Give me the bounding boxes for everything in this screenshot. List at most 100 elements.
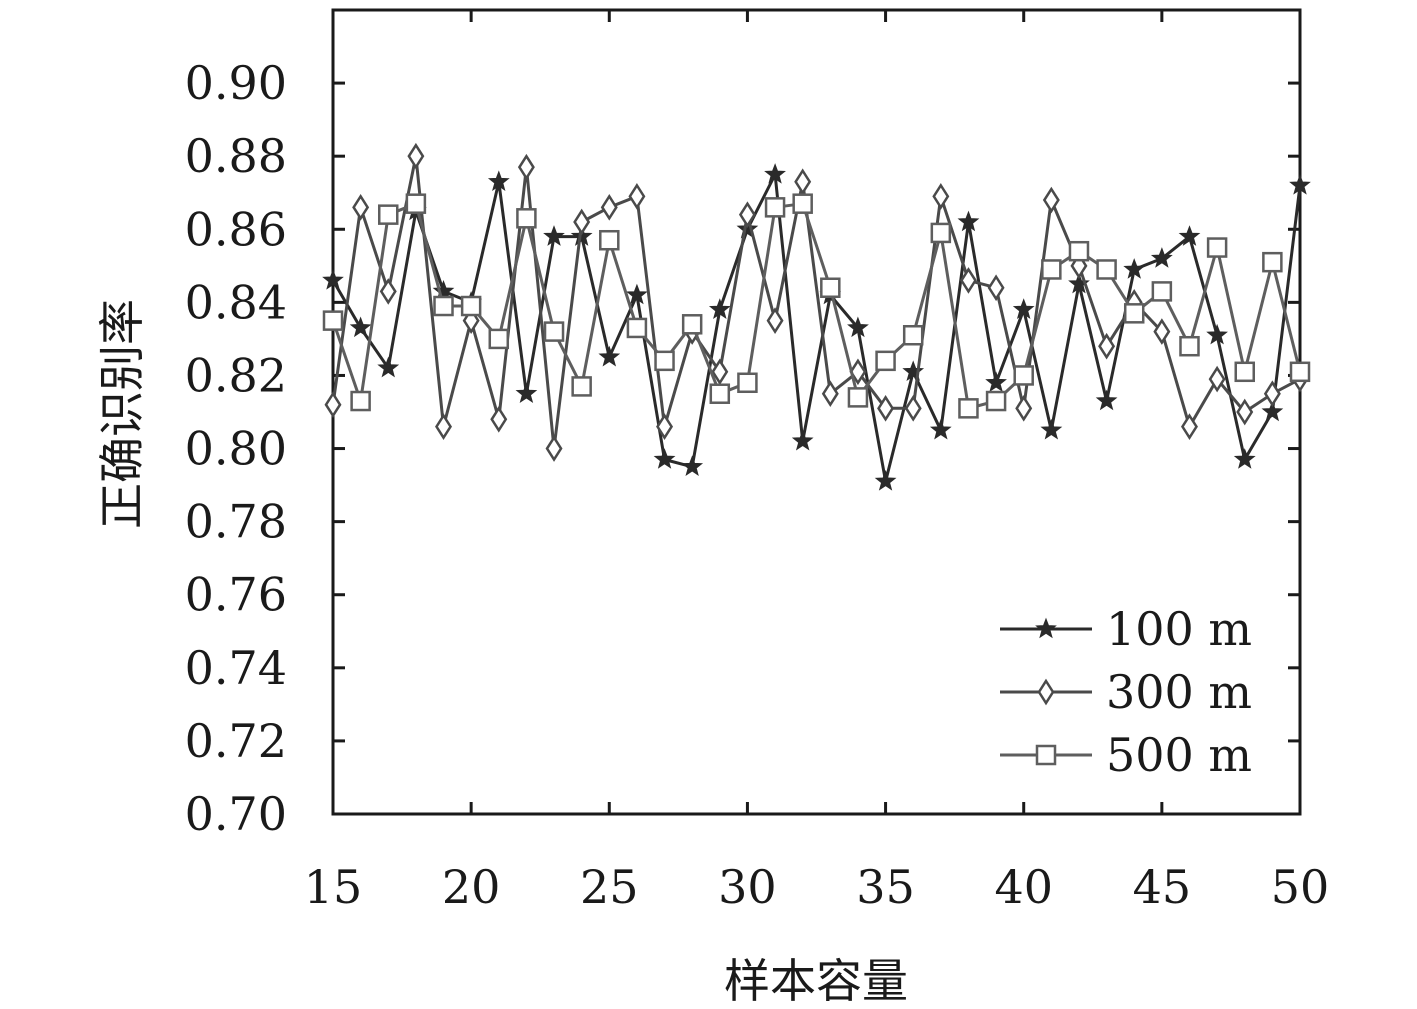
star-marker bbox=[708, 298, 731, 319]
square-marker bbox=[1068, 240, 1090, 262]
y-tick-label: 0.70 bbox=[185, 787, 287, 841]
star-marker bbox=[736, 217, 759, 239]
star-marker bbox=[1095, 389, 1118, 411]
legend-item: 300 m bbox=[1000, 665, 1252, 719]
star-marker bbox=[764, 163, 786, 184]
diamond-marker bbox=[821, 380, 839, 408]
diamond-marker bbox=[435, 413, 452, 440]
y-tick-label: 0.72 bbox=[185, 714, 287, 768]
y-tick-label: 0.82 bbox=[185, 348, 287, 402]
star-marker bbox=[1261, 400, 1284, 422]
series-square bbox=[322, 193, 1311, 419]
star-marker bbox=[1289, 173, 1311, 195]
diamond-marker bbox=[1181, 413, 1198, 440]
diamond-marker bbox=[352, 194, 370, 221]
square-marker bbox=[820, 277, 841, 298]
x-tick-label: 50 bbox=[1271, 860, 1330, 914]
square-marker bbox=[847, 387, 869, 408]
diamond-marker bbox=[1042, 186, 1060, 214]
square-marker bbox=[433, 295, 454, 317]
square-marker bbox=[626, 317, 648, 339]
square-marker bbox=[1262, 251, 1283, 273]
square-marker bbox=[516, 208, 537, 229]
diamond-marker bbox=[959, 267, 977, 294]
star-marker bbox=[487, 170, 510, 192]
star-marker bbox=[874, 469, 897, 491]
star-marker bbox=[349, 316, 372, 338]
y-axis-title: 正确识别率 bbox=[95, 299, 149, 529]
square-marker bbox=[322, 310, 344, 331]
x-tick-label: 45 bbox=[1133, 860, 1192, 914]
square-marker bbox=[1013, 365, 1034, 386]
star-marker bbox=[985, 371, 1007, 393]
star-marker bbox=[681, 455, 704, 477]
square-marker bbox=[1123, 303, 1145, 324]
diamond-marker bbox=[324, 391, 342, 419]
star-marker bbox=[791, 429, 814, 451]
star-marker bbox=[957, 210, 980, 232]
diamond-marker bbox=[545, 435, 563, 462]
star-marker bbox=[653, 448, 676, 469]
square-marker bbox=[543, 321, 565, 342]
diamond-marker bbox=[932, 183, 950, 210]
square-marker bbox=[1041, 259, 1062, 280]
square-marker bbox=[930, 222, 952, 244]
axis-ticks bbox=[331, 10, 1302, 816]
y-tick-label: 0.90 bbox=[185, 56, 287, 110]
x-tick-label: 20 bbox=[442, 860, 501, 914]
star-marker bbox=[902, 360, 925, 382]
star-marker bbox=[847, 316, 869, 338]
tick-labels: 0.70 0.72 0.74 0.76 0.78 0.80 0.82 0.84 0.86 0.88… bbox=[185, 56, 1330, 914]
square-marker bbox=[1179, 335, 1200, 357]
diamond-marker bbox=[1236, 398, 1254, 426]
y-tick-label: 0.78 bbox=[185, 495, 287, 549]
star-marker bbox=[543, 225, 565, 246]
star-marker bbox=[1123, 258, 1146, 279]
square-marker bbox=[875, 350, 896, 372]
square-marker bbox=[681, 314, 703, 335]
legend-label: 100 m bbox=[1106, 602, 1252, 656]
x-axis-title: 样本容量 bbox=[724, 954, 908, 1008]
square-marker bbox=[654, 350, 675, 372]
square-marker bbox=[460, 295, 482, 317]
square-marker bbox=[902, 325, 924, 346]
diamond-marker bbox=[379, 278, 397, 305]
series-line bbox=[331, 173, 1302, 483]
legend-item: 500 m bbox=[1000, 728, 1252, 782]
diamond-marker bbox=[1208, 365, 1226, 393]
square-marker bbox=[599, 229, 620, 251]
square-marker bbox=[1289, 361, 1311, 383]
star-marker bbox=[1035, 617, 1057, 639]
diamond-marker bbox=[656, 413, 674, 440]
square-marker bbox=[1035, 744, 1057, 766]
y-tick-label: 0.88 bbox=[185, 129, 287, 183]
diamond-marker bbox=[711, 358, 729, 386]
square-marker bbox=[958, 398, 979, 419]
star-marker bbox=[1150, 247, 1173, 268]
diamond-marker bbox=[738, 201, 756, 228]
square-marker bbox=[350, 390, 371, 412]
y-tick-label: 0.80 bbox=[185, 422, 287, 476]
square-marker bbox=[764, 197, 786, 218]
data-series bbox=[322, 142, 1311, 491]
legend-label: 500 m bbox=[1106, 728, 1252, 782]
star-marker bbox=[570, 225, 593, 246]
diamond-marker bbox=[1263, 380, 1281, 408]
star-marker bbox=[1233, 448, 1256, 469]
x-tick-label: 35 bbox=[856, 860, 915, 914]
diamond-marker bbox=[407, 142, 425, 170]
square-marker bbox=[1206, 237, 1228, 258]
square-marker bbox=[737, 372, 758, 394]
legend-item: 100 m bbox=[1000, 602, 1252, 656]
diamond-marker bbox=[573, 208, 591, 236]
y-tick-label: 0.84 bbox=[185, 275, 287, 329]
star-marker bbox=[626, 283, 648, 305]
square-marker bbox=[1234, 361, 1255, 383]
x-tick-label: 40 bbox=[994, 860, 1053, 914]
diamond-marker bbox=[766, 307, 784, 334]
star-marker bbox=[1040, 418, 1063, 440]
star-marker bbox=[1012, 298, 1035, 319]
series-star bbox=[322, 163, 1311, 491]
star-marker bbox=[598, 345, 621, 367]
